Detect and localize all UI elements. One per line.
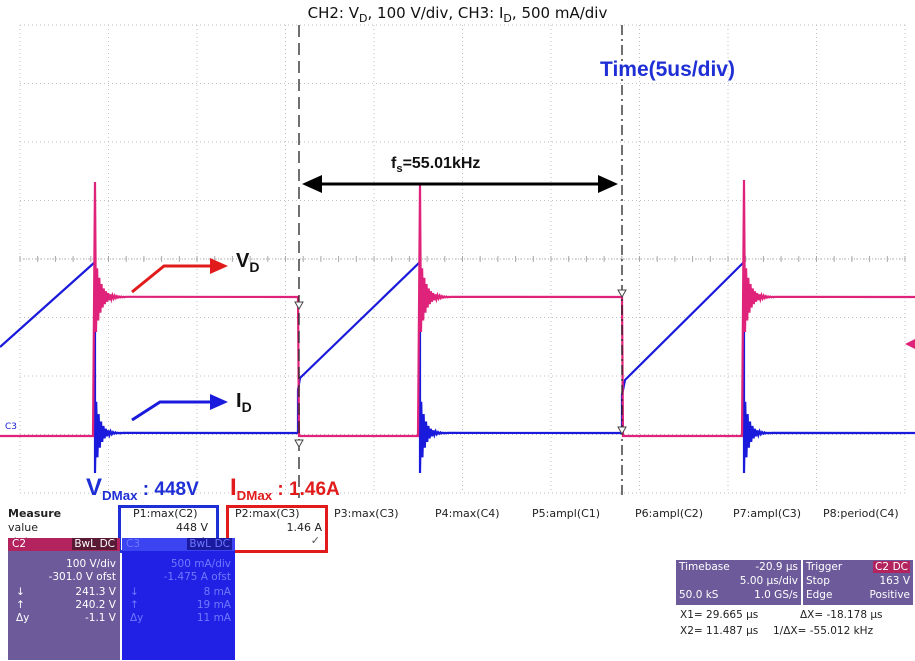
idmax-label: IDMax : 1.46A [230, 474, 340, 503]
cursor-x1: X1= 29.665 μs [680, 609, 759, 621]
param-p1[interactable]: P1:max(C2) [133, 507, 198, 520]
cursor-marker [617, 289, 627, 299]
cursor-lines [294, 25, 627, 498]
p2-highlight-box [226, 505, 328, 553]
timebase-panel[interactable]: Timebase -20.9 μs 5.00 μs/div 50.0 kS 1.… [676, 560, 801, 605]
period-arrow-right [598, 175, 618, 193]
trigger-panel[interactable]: Trigger C2 DC Stop 163 V Edge Positive [803, 560, 913, 605]
param-p8[interactable]: P8:period(C4) [823, 507, 899, 520]
c3-level-marker: C3 [5, 422, 17, 432]
vd-pointer-head [210, 258, 228, 274]
id-label: ID [236, 390, 252, 415]
vdmax-label: VDMax : 448V [86, 474, 199, 503]
cursor-x2: X2= 11.487 μs [680, 625, 759, 637]
cursor-marker [294, 439, 304, 449]
id-pointer-arrow [131, 400, 212, 422]
waveform-traces [0, 179, 915, 474]
timebase-label: Time(5us/div) [600, 58, 735, 81]
param-p2[interactable]: P2:max(C3) [235, 507, 300, 520]
c2-level-marker [905, 339, 915, 349]
param-p7[interactable]: P7:ampl(C3) [733, 507, 802, 520]
channel-c2-panel[interactable]: C2 BwL DC 100 V/div -301.0 V ofst ↓ 241.… [8, 538, 120, 660]
channel-c3-panel[interactable]: C3 BwL DC 500 mA/div -1.475 A ofst ↓ 8 m… [122, 538, 235, 660]
scope-grid [19, 24, 906, 494]
series-vd-trace [0, 179, 915, 438]
param-p2-status: ✓ [310, 534, 320, 547]
param-p1-value: 448 V [175, 521, 208, 534]
param-p6[interactable]: P6:ampl(C2) [635, 507, 704, 520]
chart-caption: CH2: VD, 100 V/div, CH3: ID, 500 mA/div [307, 4, 608, 25]
param-p2-value: 1.46 A [286, 521, 322, 534]
param-p3[interactable]: P3:max(C3) [334, 507, 399, 520]
cursor-invdx: 1/ΔX= -55.012 kHz [773, 625, 874, 637]
oscilloscope-display: C3 [0, 24, 915, 498]
id-pointer-head [210, 394, 228, 410]
measure-row-value: value [8, 521, 39, 534]
series-id-trace [0, 259, 915, 474]
cursor-dx: ΔX= -18.178 μs [800, 609, 883, 621]
cursor-marker [617, 426, 627, 436]
annotations [131, 175, 618, 422]
vd-pointer-arrow [131, 264, 212, 294]
param-p4[interactable]: P4:max(C4) [435, 507, 500, 520]
measure-table: Measure value status P1:max(C2) P2:max(C… [0, 505, 915, 661]
cursor-marker [294, 301, 304, 311]
param-p5[interactable]: P5:ampl(C1) [532, 507, 601, 520]
vd-label: VD [236, 250, 260, 275]
frequency-annotation: fs=55.01kHz [391, 155, 481, 176]
measure-title: Measure [8, 507, 62, 520]
period-arrow-left [302, 175, 322, 193]
